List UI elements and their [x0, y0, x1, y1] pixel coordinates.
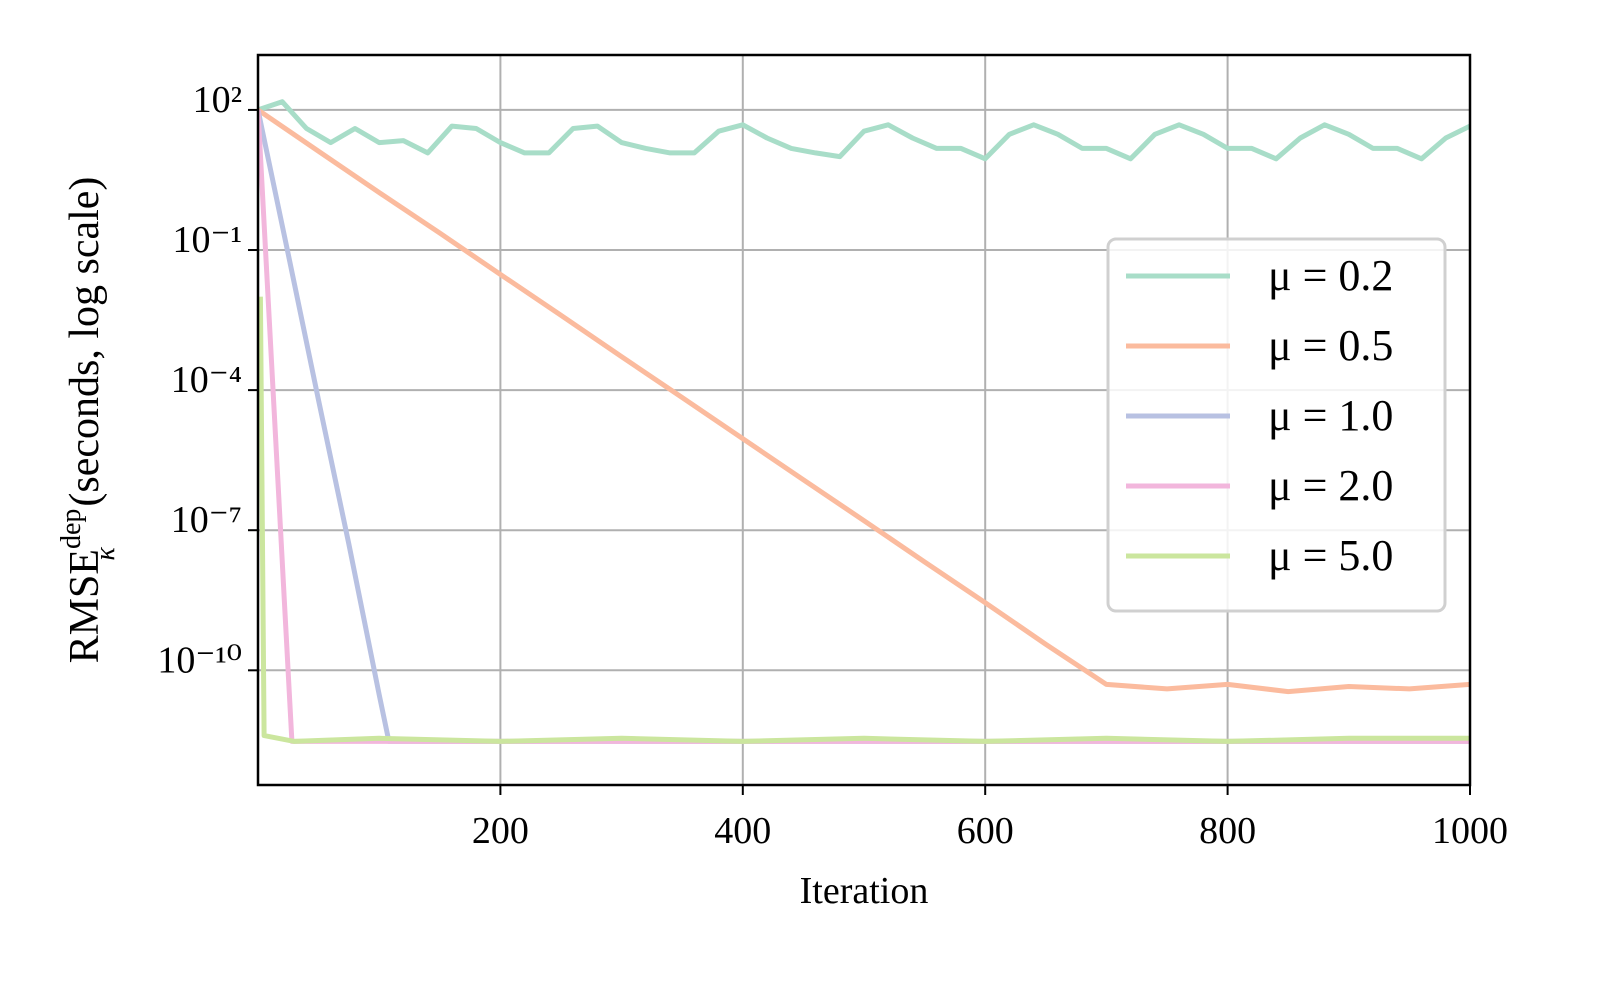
- legend-label: μ = 1.0: [1268, 391, 1393, 440]
- y-tick-label: 10⁻¹: [173, 219, 242, 261]
- y-tick-label: 10⁻⁴: [171, 359, 242, 401]
- y-label-main: RMSE: [62, 549, 108, 663]
- plot-frame: [256, 53, 1472, 787]
- y-tick-label: 10⁻¹⁰: [157, 639, 242, 681]
- x-axis-label: Iteration: [800, 870, 929, 912]
- series-line: [258, 296, 1470, 744]
- x-tick-label: 400: [714, 810, 771, 852]
- x-tick-label: 800: [1199, 810, 1256, 852]
- y-label-sub: κ: [90, 547, 121, 561]
- legend-label: μ = 2.0: [1268, 461, 1393, 510]
- y-tick-label: 10²: [193, 79, 242, 121]
- legend-label: μ = 5.0: [1268, 531, 1393, 580]
- x-tick-label: 600: [957, 810, 1014, 852]
- y-label-rest: (seconds, log scale): [62, 177, 108, 518]
- x-tick-label: 1000: [1432, 810, 1508, 852]
- series-line: [258, 99, 1470, 162]
- y-tick-label: 10⁻⁷: [171, 499, 242, 541]
- legend-label: μ = 0.5: [1268, 321, 1393, 370]
- legend-box: [1106, 237, 1447, 613]
- y-label-sup: dep: [56, 509, 87, 549]
- y-axis-label: RMSEdepκ (seconds, log scale): [56, 177, 121, 664]
- legend-label: μ = 0.2: [1268, 251, 1393, 300]
- x-tick-label: 200: [472, 810, 529, 852]
- series-line: [258, 107, 1470, 695]
